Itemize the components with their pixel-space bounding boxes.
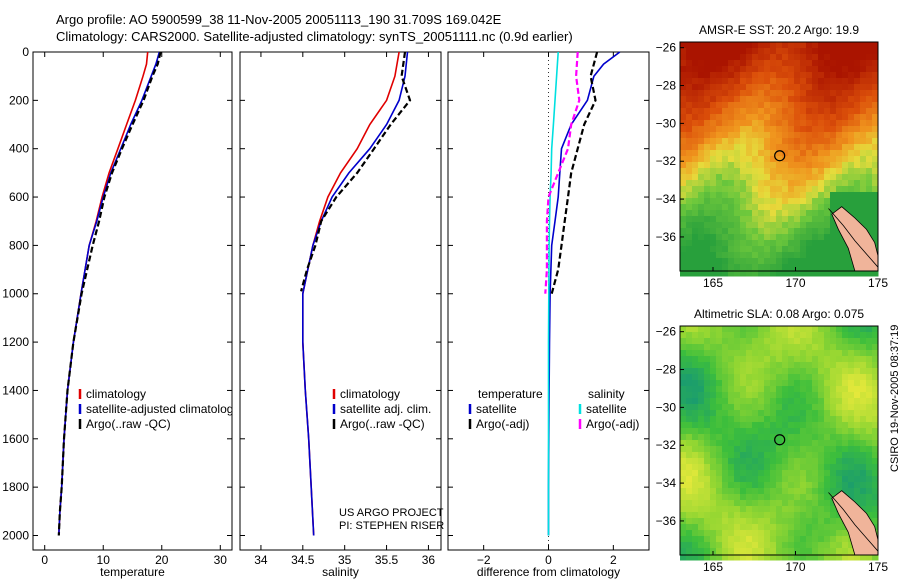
project-credit: US ARGO PROJECT bbox=[339, 507, 444, 519]
legend-label: climatology bbox=[340, 387, 400, 401]
legend-label: satellite-adjusted climatology bbox=[86, 402, 239, 416]
y-tick-label: 1800 bbox=[2, 480, 29, 494]
map-field bbox=[680, 326, 879, 561]
sst-map-panel: AMSR-E SST: 20.2 Argo: 19.9 165 170 175 −26 −… bbox=[656, 23, 889, 290]
legend: temperaturesatelliteArgo(-adj)salinitysa… bbox=[468, 387, 639, 431]
x-tick-label: 0 bbox=[545, 553, 552, 567]
y-tick-label: −26 bbox=[656, 325, 677, 339]
y-tick-label: −28 bbox=[656, 363, 677, 377]
figure-title-line1: Argo profile: AO 5900599_38 11-Nov-2005 … bbox=[56, 12, 502, 27]
plot-frame bbox=[32, 51, 233, 551]
x-tick-label: 170 bbox=[785, 276, 805, 290]
shelf-contour bbox=[828, 492, 879, 552]
x-tick-label: 165 bbox=[703, 276, 723, 290]
map-title: Altimetric SLA: 0.08 Argo: 0.075 bbox=[694, 307, 864, 321]
legend-label: Argo(..raw -QC) bbox=[86, 417, 171, 431]
x-tick-label: 34 bbox=[254, 553, 268, 567]
figure-title-line2: Climatology: CARS2000. Satellite-adjuste… bbox=[56, 29, 573, 44]
legend-label: satellite bbox=[476, 402, 517, 416]
x-tick-label: −2 bbox=[477, 553, 491, 567]
y-tick-label: 400 bbox=[9, 142, 29, 156]
x-tick-label: 0 bbox=[41, 553, 48, 567]
y-tick-label: 600 bbox=[9, 190, 29, 204]
legend-label: climatology bbox=[86, 387, 146, 401]
map-frame bbox=[679, 41, 879, 272]
y-tick-label: 2000 bbox=[2, 528, 29, 542]
float-position-marker bbox=[774, 150, 786, 162]
map-field bbox=[680, 42, 879, 277]
x-tick-label: 20 bbox=[155, 553, 169, 567]
x-tick-label: 10 bbox=[97, 553, 111, 567]
series-line-salinity-satellite bbox=[547, 51, 559, 536]
y-tick-label: −32 bbox=[656, 154, 677, 168]
y-tick-label: −34 bbox=[656, 192, 677, 206]
salinity-panel: 34 34.5 35 35.5 36 salinity climatologysatelli… bbox=[239, 51, 442, 579]
map-title: AMSR-E SST: 20.2 Argo: 19.9 bbox=[699, 23, 859, 37]
x-tick-label: 36 bbox=[422, 553, 436, 567]
x-tick-label: 2 bbox=[610, 553, 617, 567]
series-line-salinity-argo-adj bbox=[544, 51, 581, 294]
y-tick-label: −32 bbox=[656, 438, 677, 452]
plot-frame bbox=[239, 51, 442, 551]
y-tick-label: 1000 bbox=[2, 287, 29, 301]
legend-label: Argo(-adj) bbox=[476, 417, 529, 431]
legend-label: salinity bbox=[588, 387, 625, 401]
y-tick-label: −36 bbox=[656, 230, 677, 244]
x-tick-label: 175 bbox=[868, 560, 888, 574]
series-line-argo-raw-qc bbox=[57, 51, 162, 536]
y-tick-label: 1600 bbox=[2, 432, 29, 446]
side-credit: CSIRO 19-Nov-2005 08:37:19 bbox=[889, 324, 900, 472]
legend-label: Argo(..raw -QC) bbox=[340, 417, 425, 431]
y-tick-label: −26 bbox=[656, 41, 677, 55]
x-tick-label: 165 bbox=[703, 560, 723, 574]
legend-label: satellite bbox=[586, 402, 627, 416]
x-tick-label: 175 bbox=[868, 276, 888, 290]
y-tick-label: 1400 bbox=[2, 383, 29, 397]
y-tick-label: −30 bbox=[656, 116, 677, 130]
y-tick-label: −36 bbox=[656, 514, 677, 528]
series-line-temperature-argo-adj bbox=[550, 51, 599, 294]
y-tick-label: 1200 bbox=[2, 335, 29, 349]
x-tick-label: 35 bbox=[338, 553, 352, 567]
y-tick-label: −34 bbox=[656, 476, 677, 490]
x-axis-label: difference from climatology bbox=[477, 565, 620, 579]
y-tick-label: 0 bbox=[22, 45, 29, 59]
x-tick-label: 170 bbox=[785, 560, 805, 574]
series-line-satellite-adj-clim bbox=[302, 51, 409, 536]
map-frame bbox=[679, 325, 879, 556]
y-tick-label: −28 bbox=[656, 79, 677, 93]
float-position-marker bbox=[774, 434, 786, 446]
y-tick-label: 200 bbox=[9, 93, 29, 107]
y-tick-label: −30 bbox=[656, 400, 677, 414]
sla-map-panel: Altimetric SLA: 0.08 Argo: 0.075 165 170 17… bbox=[656, 307, 889, 574]
legend-label: temperature bbox=[478, 387, 543, 401]
shelf-contour bbox=[828, 208, 879, 268]
legend-label: satellite adj. clim. bbox=[340, 402, 431, 416]
legend-label: Argo(-adj) bbox=[586, 417, 639, 431]
pi-credit: PI: STEPHEN RISER bbox=[339, 520, 445, 532]
x-tick-label: 30 bbox=[214, 553, 228, 567]
x-tick-label: 34.5 bbox=[291, 553, 315, 567]
x-axis-label: temperature bbox=[100, 565, 165, 579]
series-line-argo-raw-qc bbox=[300, 51, 412, 292]
x-axis-label: salinity bbox=[322, 565, 359, 579]
y-tick-label: 800 bbox=[9, 238, 29, 252]
x-tick-label: 35.5 bbox=[375, 553, 399, 567]
temperature-panel: 0 10 20 30 0 200 400 600 800 1000 1200 1400 1600 1800… bbox=[2, 45, 239, 579]
